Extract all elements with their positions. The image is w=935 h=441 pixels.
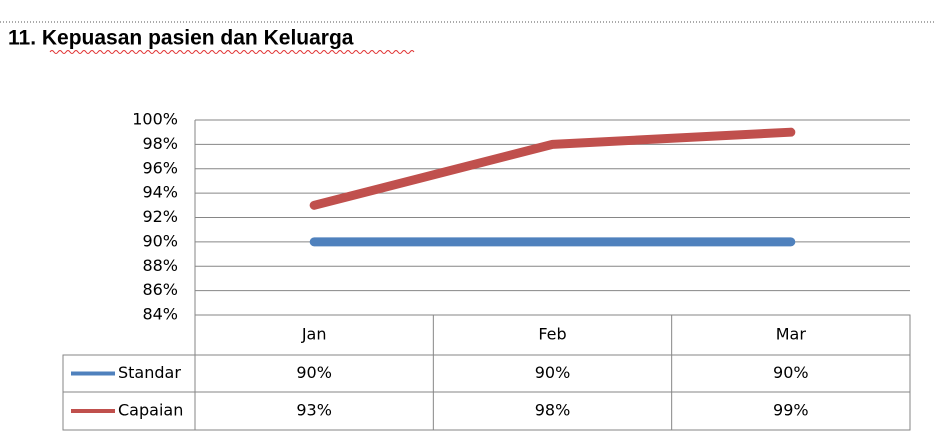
spell-underline [49, 50, 415, 54]
legend-label: Standar [118, 363, 181, 382]
table-value: 90% [296, 363, 332, 382]
series-line [309, 127, 796, 210]
table-value: 93% [296, 401, 332, 420]
y-tick-label: 88% [142, 256, 178, 275]
x-tick-label: Jan [301, 325, 327, 344]
table-value: 98% [535, 401, 571, 420]
y-tick-label: 94% [142, 183, 178, 202]
table-value: 90% [535, 363, 571, 382]
y-tick-label: 90% [142, 231, 178, 250]
table-value: 99% [773, 401, 809, 420]
x-tick-label: Mar [776, 325, 807, 344]
y-tick-label: 98% [142, 134, 178, 153]
y-tick-label: 96% [142, 158, 178, 177]
y-tick-label: 84% [142, 305, 178, 324]
x-tick-label: Feb [538, 325, 566, 344]
table-value: 90% [773, 363, 809, 382]
y-tick-label: 92% [142, 207, 178, 226]
y-tick-label: 86% [142, 280, 178, 299]
y-tick-label: 100% [132, 110, 178, 129]
heading: 11. Kepuasan pasien dan Keluarga [8, 27, 354, 50]
legend-label: Capaian [118, 401, 183, 420]
